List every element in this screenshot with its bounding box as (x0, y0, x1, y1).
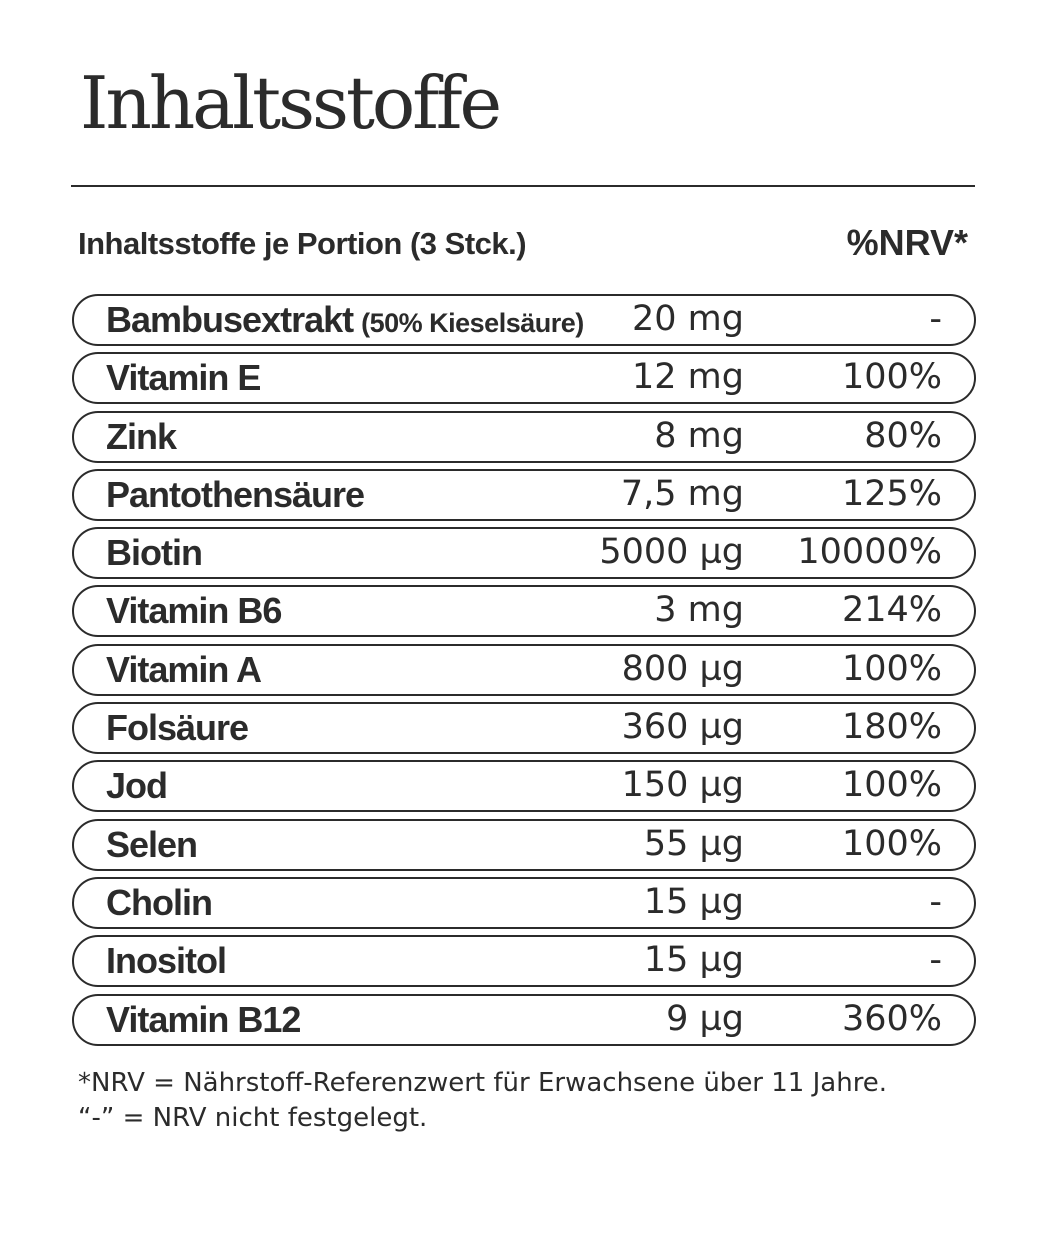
ingredient-amount: 15 µg (643, 881, 744, 922)
table-row: Vitamin B6 3 mg 214% (72, 585, 976, 638)
page-title: Inhaltsstoffe (80, 61, 502, 145)
ingredient-amount: 7,5 mg (620, 473, 744, 514)
ingredient-name: Pantothensäure (106, 473, 365, 515)
table-row: Inositol 15 µg - (72, 935, 976, 988)
ingredient-name: Selen (106, 823, 198, 865)
ingredient-nrv: - (929, 299, 942, 339)
ingredient-amount: 3 mg (654, 590, 744, 631)
table-row: Pantothensäure 7,5 mg 125% (72, 468, 976, 521)
ingredient-name: Vitamin B6 (106, 590, 282, 632)
ingredient-nrv: - (929, 881, 942, 922)
ingredient-nrv: 100% (841, 765, 942, 806)
ingredient-nrv: 214% (841, 590, 942, 631)
ingredient-amount: 55 µg (643, 823, 744, 864)
ingredient-name: Jod (106, 765, 168, 807)
table-row: Folsäure 360 µg 180% (72, 702, 976, 755)
ingredient-amount: 12 mg (632, 357, 744, 398)
ingredient-name: Folsäure (106, 707, 249, 749)
ingredient-note: (50% Kieselsäure) (361, 308, 584, 338)
ingredient-name: Inositol (106, 940, 227, 982)
ingredient-name: Bambusextrakt (50% Kieselsäure) (106, 299, 584, 341)
table-row: Vitamin A 800 µg 100% (72, 643, 976, 696)
table-row: Selen 55 µg 100% (72, 818, 976, 871)
ingredient-name: Cholin (106, 881, 213, 923)
ingredients-table: Bambusextrakt (50% Kieselsäure) 20 mg - V… (72, 294, 976, 1052)
ingredient-name: Vitamin E (106, 357, 261, 399)
table-row: Jod 150 µg 100% (72, 760, 976, 813)
ingredient-nrv: 100% (841, 823, 942, 864)
table-row: Cholin 15 µg - (72, 876, 976, 929)
ingredient-nrv: - (929, 940, 942, 981)
table-row: Vitamin B12 9 µg 360% (72, 993, 976, 1046)
ingredient-amount: 8 mg (654, 415, 744, 456)
title-divider (71, 185, 975, 187)
table-row: Bambusextrakt (50% Kieselsäure) 20 mg - (72, 294, 976, 346)
ingredient-amount: 15 µg (643, 940, 744, 981)
ingredient-name: Vitamin B12 (106, 998, 301, 1040)
ingredient-nrv: 180% (841, 707, 942, 748)
table-header: Inhaltsstoffe je Portion (3 Stck.) %NRV* (78, 222, 968, 268)
table-row: Zink 8 mg 80% (72, 410, 976, 463)
ingredient-name: Biotin (106, 532, 203, 574)
table-row: Biotin 5000 µg 10000% (72, 527, 976, 580)
footnote-nrv-definition: *NRV = Nährstoff-Referenzwert für Erwach… (78, 1068, 888, 1098)
ingredient-nrv: 360% (841, 998, 942, 1039)
ingredient-name: Zink (106, 415, 177, 457)
ingredient-name-text: Bambusextrakt (106, 299, 354, 340)
ingredient-nrv: 10000% (797, 532, 942, 573)
ingredient-nrv: 100% (841, 357, 942, 398)
ingredient-name: Vitamin A (106, 648, 262, 690)
header-nrv: %NRV* (846, 222, 968, 263)
footnote-dash-definition: “-” = NRV nicht festgelegt. (78, 1103, 428, 1133)
ingredient-nrv: 125% (841, 473, 942, 514)
ingredient-nrv: 80% (864, 415, 942, 456)
ingredient-amount: 20 mg (632, 299, 744, 339)
table-row: Vitamin E 12 mg 100% (72, 352, 976, 405)
footnote: *NRV = Nährstoff-Referenzwert für Erwach… (78, 1066, 887, 1136)
ingredient-amount: 800 µg (621, 648, 744, 689)
ingredient-amount: 9 µg (666, 998, 744, 1039)
ingredient-amount: 5000 µg (599, 532, 744, 573)
ingredient-amount: 360 µg (621, 707, 744, 748)
ingredient-amount: 150 µg (621, 765, 744, 806)
ingredient-nrv: 100% (841, 648, 942, 689)
header-ingredients-per-portion: Inhaltsstoffe je Portion (3 Stck.) (78, 226, 527, 261)
